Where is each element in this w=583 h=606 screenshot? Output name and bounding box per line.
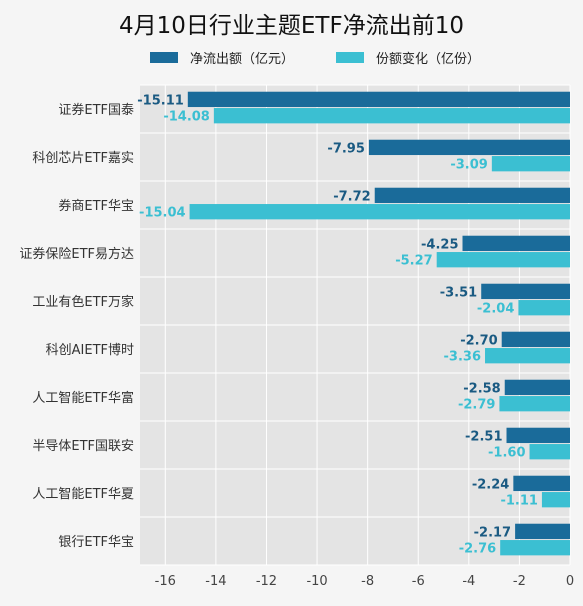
bar: [491, 156, 570, 172]
chart-title: 4月10日行业主题ETF净流出前10: [119, 13, 464, 39]
data-label: -2.79: [458, 398, 495, 413]
legend-swatch-net-outflow: [150, 52, 178, 63]
x-tick-label: -2: [513, 574, 526, 589]
x-tick-label: -4: [462, 574, 475, 589]
category-label: 证券保险ETF易方达: [19, 246, 134, 262]
category-label: 半导体ETF国联安: [32, 439, 134, 454]
bar: [515, 523, 570, 540]
category-label: 人工智能ETF华富: [32, 390, 134, 406]
x-tick-label: -12: [256, 574, 277, 589]
x-tick-label: -14: [205, 574, 226, 589]
data-label: -7.72: [333, 189, 370, 204]
bar: [481, 283, 570, 300]
data-label: -4.25: [421, 237, 458, 252]
category-label: 科创AIETF博时: [46, 343, 134, 358]
x-tick-label: -16: [155, 574, 176, 589]
data-label: -7.95: [327, 141, 364, 156]
legend-item-net-outflow: 净流出额（亿元）: [150, 48, 294, 67]
bar: [529, 444, 570, 460]
data-label: -14.08: [163, 110, 210, 125]
data-label: -2.17: [474, 525, 511, 540]
bar: [374, 187, 570, 204]
data-label: -3.51: [440, 285, 477, 300]
bar: [213, 108, 570, 124]
legend-item-share-change: 份额变化（亿份）: [336, 48, 480, 67]
bar: [541, 492, 570, 508]
bar: [501, 331, 570, 348]
bar: [518, 300, 570, 316]
data-label: -2.04: [477, 302, 514, 317]
category-label: 人工智能ETF华夏: [32, 487, 134, 502]
bar: [187, 91, 570, 108]
bar: [504, 379, 570, 396]
legend-label-share-change: 份额变化（亿份）: [376, 52, 481, 67]
data-label: -15.04: [139, 206, 186, 221]
data-label: -2.58: [463, 381, 500, 396]
data-label: -1.60: [488, 446, 525, 461]
bar: [485, 348, 570, 364]
data-label: -2.76: [459, 542, 496, 557]
bar: [189, 204, 570, 220]
category-label: 券商ETF华宝: [58, 198, 134, 214]
legend-swatch-share-change: [336, 52, 365, 63]
bar: [513, 475, 570, 492]
data-label: -2.24: [472, 477, 509, 492]
legend-label-net-outflow: 净流出额（亿元）: [190, 52, 295, 67]
data-label: -15.11: [137, 93, 184, 108]
category-label: 证券ETF国泰: [58, 102, 134, 118]
x-tick-label: -8: [361, 574, 374, 589]
category-label: 银行ETF华宝: [58, 535, 134, 550]
category-label: 科创芯片ETF嘉实: [32, 151, 134, 166]
bar: [499, 396, 570, 412]
x-tick-label: -10: [306, 574, 327, 589]
bar: [500, 540, 570, 556]
category-label: 工业有色ETF万家: [32, 294, 134, 310]
bar: [506, 427, 570, 444]
x-tick-label: -6: [412, 574, 425, 589]
data-label: -5.27: [395, 254, 432, 269]
data-label: -3.09: [450, 158, 487, 173]
bar: [436, 252, 570, 268]
legend: 净流出额（亿元） 份额变化（亿份）: [150, 48, 480, 67]
x-tick-label: 0: [566, 574, 574, 589]
bar: [368, 139, 570, 156]
bar: [462, 235, 570, 252]
data-label: -1.11: [500, 494, 537, 509]
data-label: -2.70: [460, 333, 497, 348]
data-label: -3.36: [444, 350, 481, 365]
data-label: -2.51: [465, 429, 502, 444]
